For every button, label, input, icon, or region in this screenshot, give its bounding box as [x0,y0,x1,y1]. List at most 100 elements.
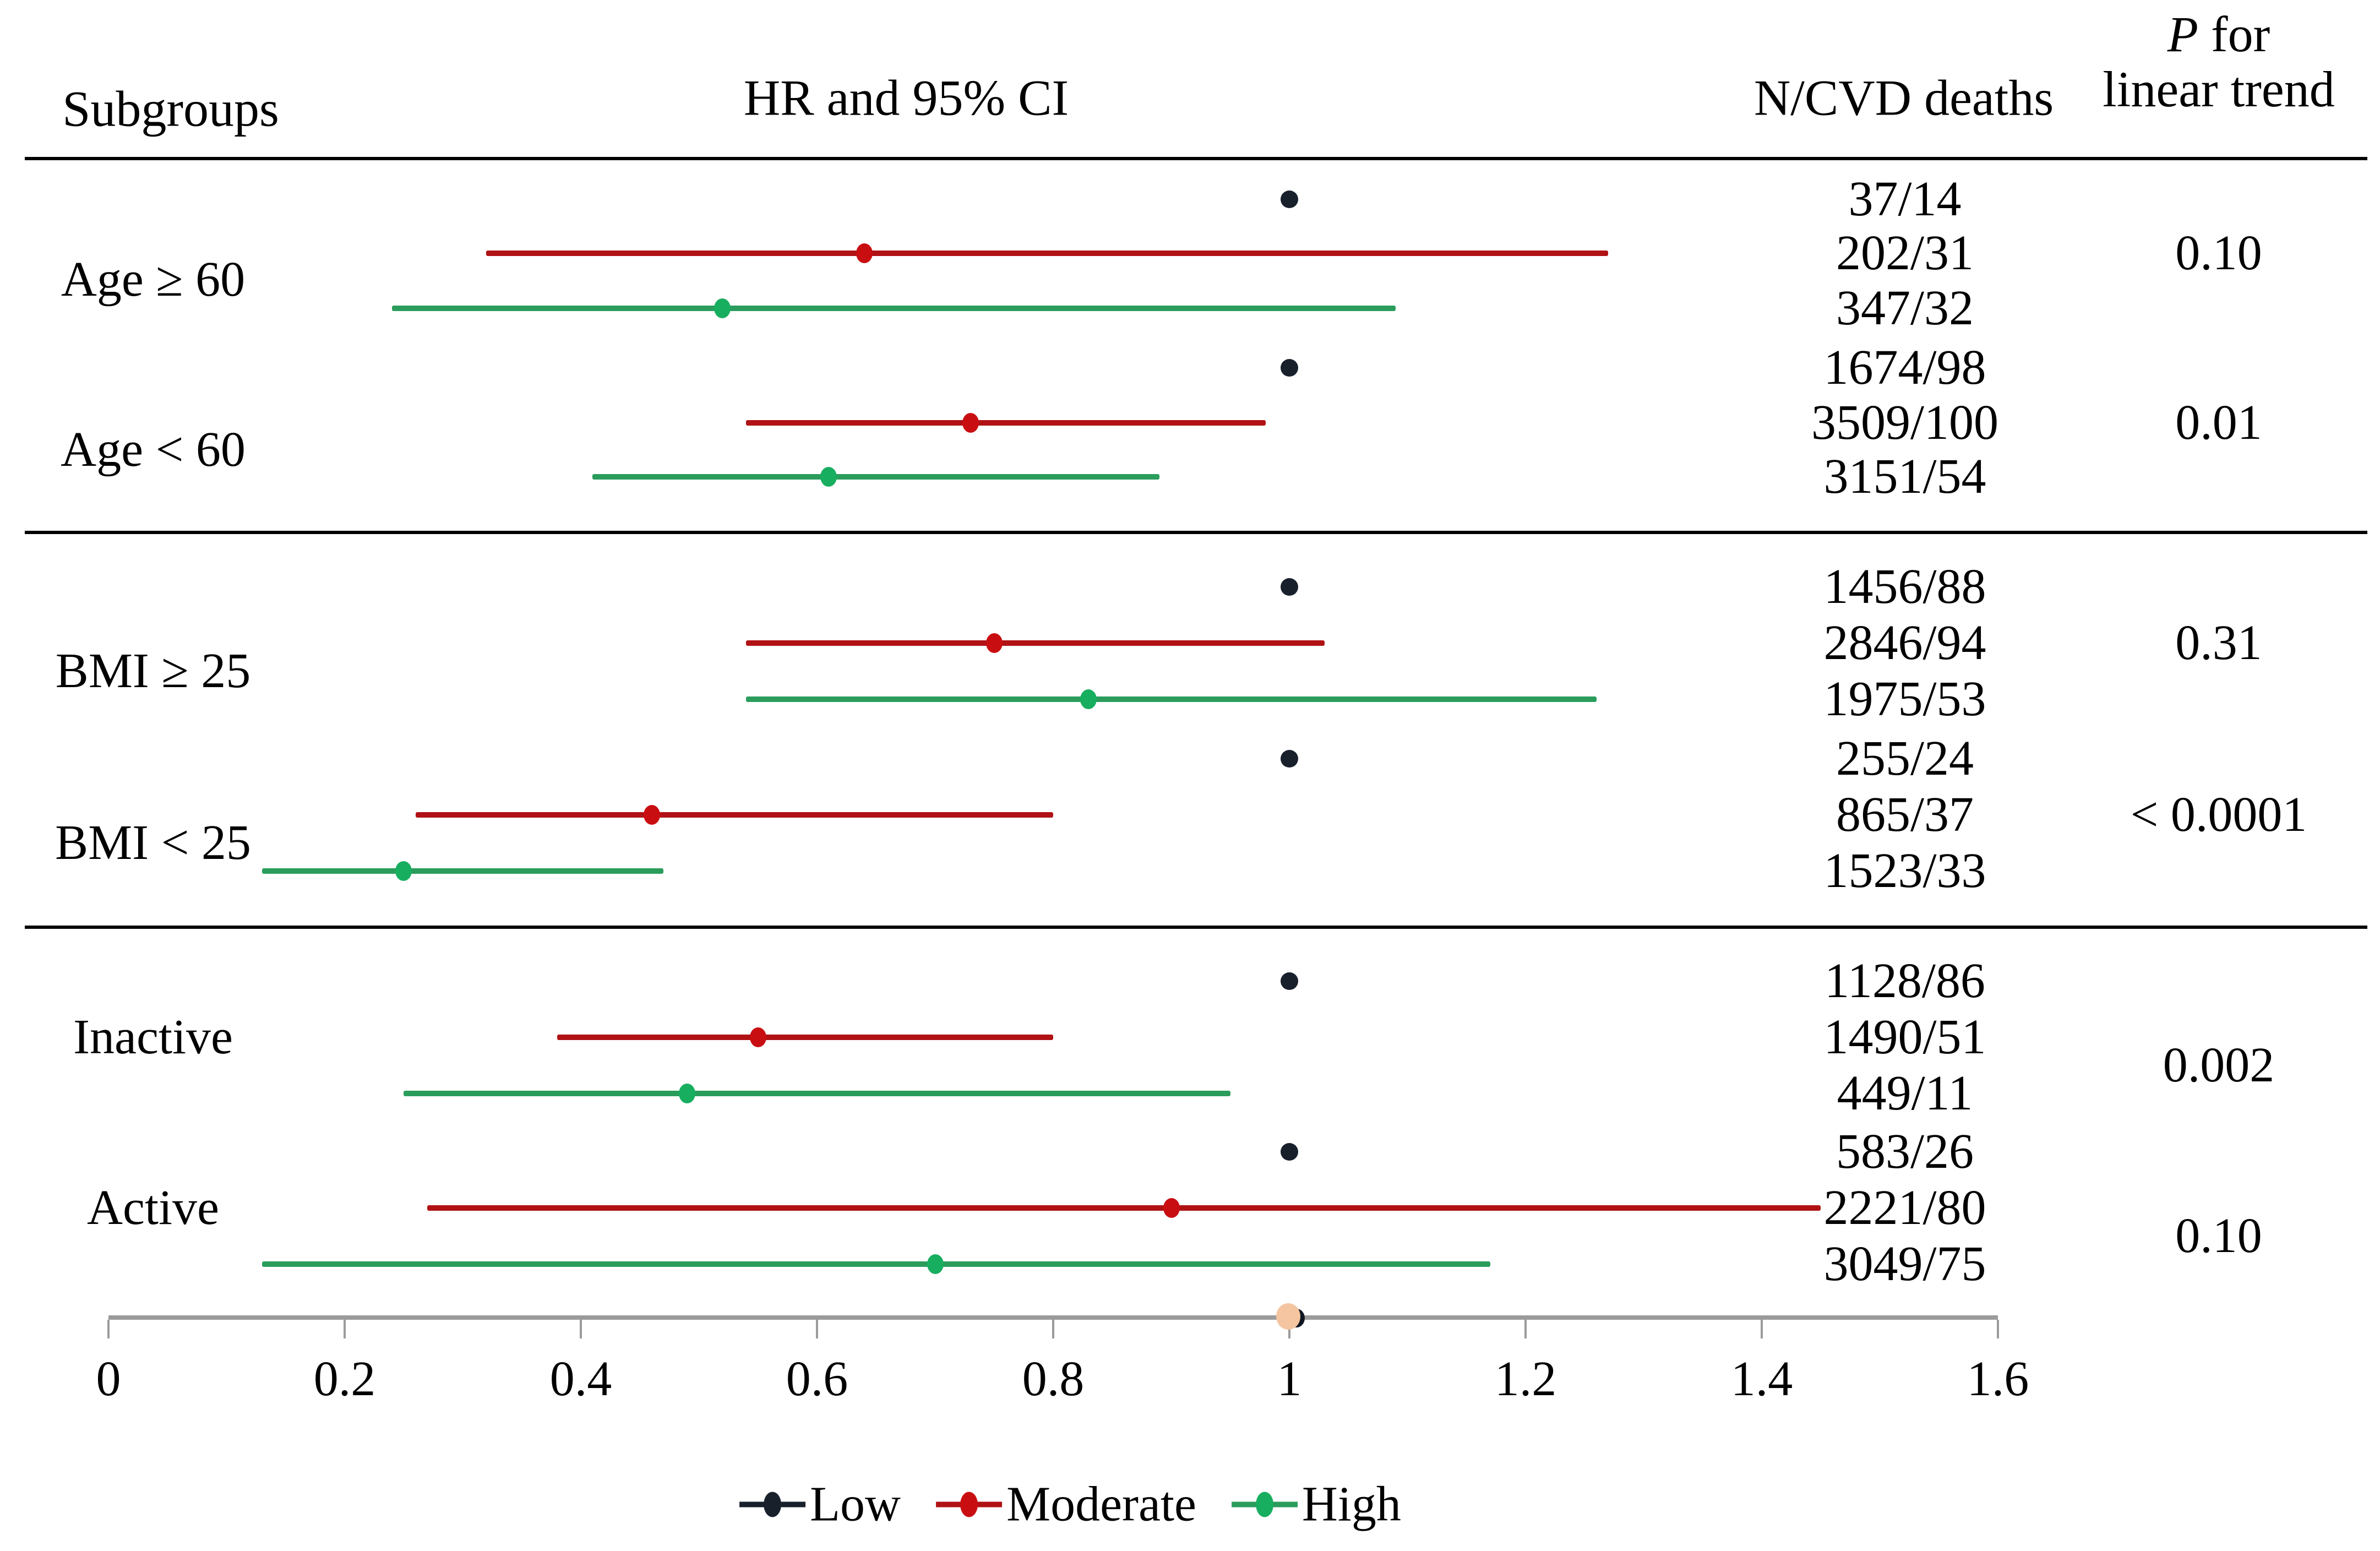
hr-dot-BMI<25-low [1281,750,1298,768]
x-axis-tick-1.6 [1997,1320,1999,1338]
ci-line-BMI≥25-high [746,696,1597,702]
ci-line-Active-moderate [427,1205,1821,1211]
ci-line-Inactive-moderate [557,1035,1053,1040]
n-cvd-value-Age<60-low: 1674/98 [1823,340,1986,395]
subgroup-label-6: Active [87,1180,219,1235]
p-value-Age<60: 0.01 [2175,395,2262,450]
subgroup-label-3: BMI ≥ 25 [55,643,251,698]
hr-dot-Age≥60-moderate [856,243,873,263]
legend-item-moderate: Moderate [936,1476,1196,1533]
x-axis-tick-0.2 [344,1320,346,1338]
hr-dot-BMI<25-moderate [643,805,660,825]
n-cvd-value-Inactive-low: 1128/86 [1825,953,1985,1008]
ci-line-Age<60-moderate [746,420,1266,426]
x-axis-tick-label-0.8: 0.8 [1022,1351,1085,1406]
ci-line-BMI≥25-moderate [746,640,1325,646]
n-cvd-value-Active-high: 3049/75 [1823,1236,1986,1291]
x-axis-tick-1.4 [1761,1320,1763,1338]
hr-dot-BMI<25-high [395,861,412,881]
legend-marker-dot [1255,1492,1273,1517]
p-value-Age≥60: 0.10 [2175,225,2262,280]
column-header-subgroups: Subgroups [62,80,279,137]
hr-dot-Inactive-moderate [749,1027,766,1047]
hr-dot-Age<60-moderate [962,413,979,433]
p-value-BMI<25: < 0.0001 [2130,787,2307,842]
ci-line-Active-high [262,1261,1490,1267]
x-axis-tick-0.8 [1052,1320,1054,1338]
legend-item-low: Low [739,1476,901,1533]
hr-dot-Inactive-low [1281,972,1298,990]
p-value-Active: 0.10 [2175,1208,2262,1263]
ci-line-BMI<25-high [262,868,664,874]
block-separator-line-2 [25,531,2367,534]
subgroup-label-2: Age < 60 [61,422,246,477]
hr-dot-Age<60-low [1281,359,1298,377]
hr-dot-Age<60-high [820,467,837,487]
n-cvd-value-Active-moderate: 2221/80 [1823,1180,1986,1235]
column-header-n-cvd-deaths: N/CVD deaths [1753,69,2054,126]
x-axis-tick-label-0.2: 0.2 [313,1351,376,1406]
n-cvd-value-Age≥60-high: 347/32 [1836,280,1974,335]
subgroup-label-5: Inactive [73,1009,233,1064]
x-axis-tick-label-1.6: 1.6 [1967,1351,2029,1406]
legend-marker-dot [960,1492,978,1517]
x-axis-tick-0.4 [580,1320,582,1338]
subgroup-label-4: BMI < 25 [55,815,251,870]
legend-marker-dot [764,1492,782,1517]
legend-label-low: Low [810,1477,901,1532]
legend-label-moderate: Moderate [1006,1477,1196,1532]
n-cvd-value-Inactive-moderate: 1490/51 [1823,1009,1986,1064]
block-separator-line-3 [25,926,2367,929]
legend-marker-high-icon [1231,1491,1298,1517]
n-cvd-value-BMI<25-low: 255/24 [1836,731,1974,786]
legend-label-high: High [1301,1477,1401,1532]
x-axis-tick-0.6 [816,1320,818,1338]
n-cvd-value-Age≥60-moderate: 202/31 [1836,225,1974,280]
n-cvd-value-BMI<25-moderate: 865/37 [1836,787,1974,842]
x-axis-tick-label-0: 0 [96,1351,121,1406]
p-value-Inactive: 0.002 [2163,1037,2275,1092]
ci-line-Age<60-high [592,474,1160,480]
hr-dot-Active-moderate [1163,1198,1180,1218]
x-axis-line [108,1315,1998,1320]
x-axis-tick-0 [107,1320,110,1338]
ci-line-Inactive-high [404,1091,1230,1096]
hr-dot-BMI≥25-moderate [985,633,1003,653]
n-cvd-value-Age≥60-low: 37/14 [1848,171,1962,226]
ci-line-Age≥60-moderate [486,251,1609,256]
hr-dot-BMI≥25-low [1281,578,1298,596]
n-cvd-value-BMI≥25-low: 1456/88 [1823,559,1986,614]
subgroup-label-1: Age ≥ 60 [61,252,246,307]
n-cvd-value-Age<60-high: 3151/54 [1823,449,1986,504]
column-header-p-linear-trend: P for linear trend [2103,7,2334,117]
p-header-italic-p: P [2167,6,2198,62]
x-axis-tick-label-0.4: 0.4 [549,1351,612,1406]
p-header-line2: linear trend [2103,61,2335,117]
x-axis-tick-1.2 [1524,1320,1527,1338]
legend-marker-low-icon [739,1491,806,1517]
n-cvd-value-Inactive-high: 449/11 [1837,1065,1973,1120]
x-axis-tick-label-1.4: 1.4 [1730,1351,1793,1406]
ci-line-BMI<25-moderate [415,812,1053,818]
block-separator-line-1 [25,157,2367,160]
legend-item-high: High [1231,1476,1401,1533]
n-cvd-value-Active-low: 583/26 [1836,1124,1974,1179]
p-header-for: for [2198,6,2270,62]
column-header-hr-ci: HR and 95% CI [743,69,1069,126]
hr-dot-Age≥60-low [1281,191,1298,208]
x-axis-tick-label-1: 1 [1277,1351,1302,1406]
p-header-line1: P for [2103,7,2334,62]
n-cvd-value-BMI≥25-high: 1975/53 [1823,671,1986,726]
hr-dot-Inactive-high [679,1084,696,1103]
hr-dot-Age≥60-high [714,298,731,318]
legend: Low Moderate High [739,1476,1401,1533]
ci-line-Age≥60-high [391,306,1396,311]
n-cvd-value-BMI<25-high: 1523/33 [1823,843,1986,898]
hr-dot-BMI≥25-high [1080,689,1097,709]
x-axis-tick-label-1.2: 1.2 [1494,1351,1557,1406]
p-value-BMI≥25: 0.31 [2175,615,2262,670]
n-cvd-value-BMI≥25-moderate: 2846/94 [1823,615,1986,670]
hr-dot-Active-high [927,1254,944,1274]
